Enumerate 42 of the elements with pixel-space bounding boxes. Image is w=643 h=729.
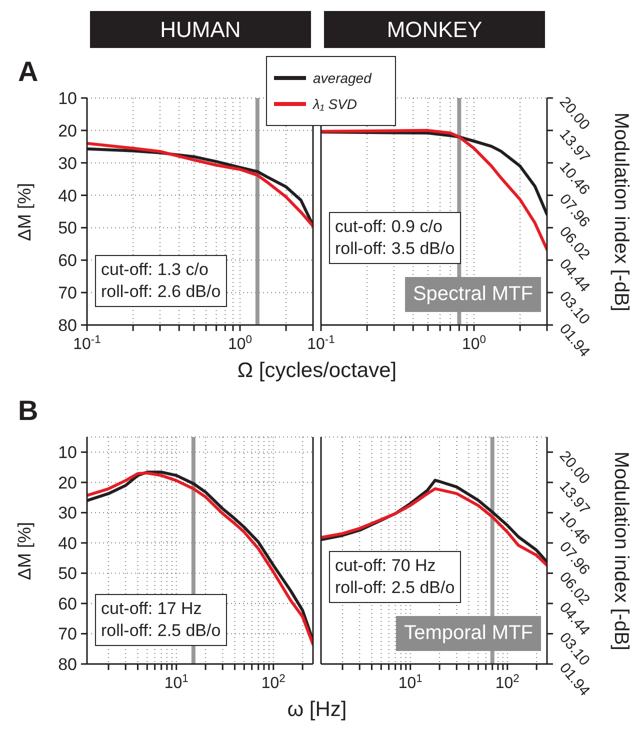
- y-axis-title: ΔM [%]: [13, 181, 36, 243]
- y-tick-label: 70: [58, 284, 77, 303]
- x-tick-label: 10$^{1}$: [164, 673, 188, 692]
- x-tick-label: 10$^{1}$: [398, 673, 422, 692]
- x-tick-label: 10$^{-1}$: [307, 334, 335, 353]
- annotation: Temporal MTF: [396, 616, 541, 651]
- text: B: [18, 395, 38, 427]
- y-tick-label: 30: [58, 504, 77, 523]
- y-tick-label: 50: [58, 564, 77, 584]
- text: A: [18, 56, 38, 88]
- y-tick-label: 70: [58, 624, 77, 644]
- y-axis-title: ΔM [%]: [13, 520, 36, 582]
- y-tick-label: 10: [58, 443, 77, 462]
- annotation: cut-off: 70 Hz roll-off: 2.5 dB/o: [329, 551, 461, 603]
- y-tick-label: 30: [58, 154, 77, 173]
- y-tick-label: 80: [58, 316, 77, 335]
- y-tick-label: 20: [58, 121, 77, 140]
- annotation: cut-off: 1.3 c/o roll-off: 2.6 dB/o: [95, 255, 227, 307]
- x-tick-label: 10$^{2}$: [261, 673, 286, 692]
- annotation: Spectral MTF: [404, 277, 541, 312]
- y-tick-label: 10: [58, 89, 77, 108]
- x-tick-label: 10$^{0}$: [462, 334, 486, 353]
- y-tick-label: 50: [58, 218, 77, 238]
- y2-axis-title: Modulation index [-dB]: [609, 110, 633, 313]
- annotation: cut-off: 0.9 c/o roll-off: 3.5 dB/o: [329, 212, 461, 264]
- y-tick-label: 60: [58, 594, 77, 614]
- y-tick-label: 80: [58, 655, 77, 674]
- x-axis-title: Ω [cycles/octave]: [236, 359, 398, 383]
- y-tick-label: 40: [58, 186, 77, 206]
- y-tick-label: 40: [58, 534, 77, 553]
- legend-label: λ₁ SVD: [313, 96, 357, 112]
- chart-title: MONKEY: [324, 11, 545, 48]
- y-tick-label: 20: [58, 473, 77, 492]
- y2-axis-title: Modulation index [-dB]: [609, 450, 633, 652]
- x-tick-label: 10$^{2}$: [495, 673, 520, 692]
- annotation: cut-off: 17 Hz roll-off: 2.5 dB/o: [95, 594, 227, 646]
- x-tick-label: 10$^{0}$: [228, 334, 252, 353]
- y-tick-label: 60: [58, 251, 77, 270]
- chart-title: HUMAN: [90, 11, 311, 48]
- legend-label: averaged: [313, 70, 372, 86]
- x-tick-label: 10$^{-1}$: [73, 334, 101, 353]
- x-axis-title: ω [Hz]: [286, 698, 348, 722]
